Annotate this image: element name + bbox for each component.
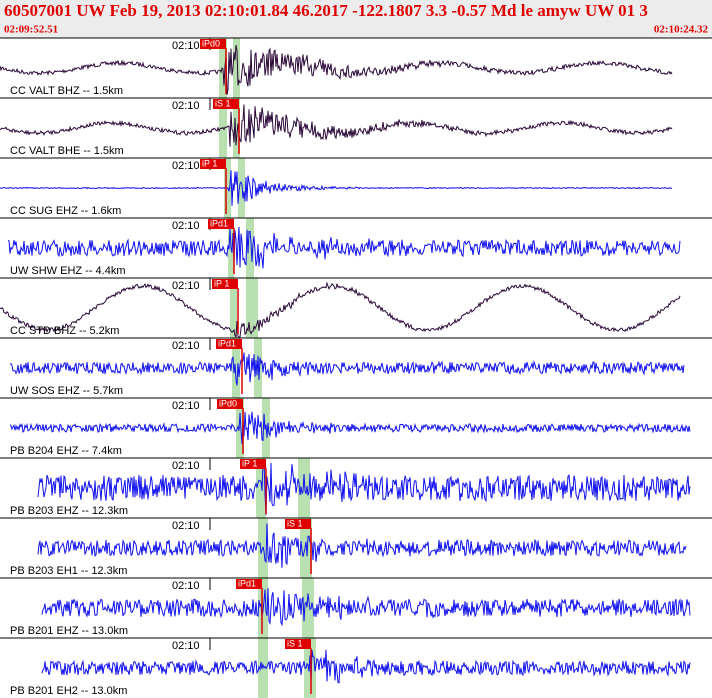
pick-label: iP 1 [242, 458, 257, 468]
pick-box [213, 99, 239, 109]
station-label: CC STD BHZ -- 5.2km [10, 325, 119, 337]
pick-label: iPd1 [218, 338, 236, 348]
waveform [0, 281, 681, 339]
time-label: 02:10 [172, 220, 200, 232]
station-label: UW SOS EHZ -- 5.7km [10, 385, 123, 397]
pick-label: iS 1 [287, 518, 303, 528]
phase-window [246, 218, 254, 278]
time-label: 02:10 [172, 280, 200, 292]
phase-window [236, 398, 244, 458]
pick-label: iP 1 [214, 278, 229, 288]
station-label: PB B201 EHZ -- 13.0km [10, 625, 128, 637]
waveform [0, 104, 673, 147]
pick-label: iPd0 [202, 38, 220, 48]
pick-box [216, 339, 242, 349]
waveform [37, 458, 691, 515]
station-label: CC SUG EHZ -- 1.6km [10, 205, 121, 217]
phase-window [298, 458, 310, 518]
station-label: PB B201 EH2 -- 13.0km [10, 685, 127, 697]
pick-box [236, 579, 262, 589]
start-time: 02:09:52.51 [4, 24, 58, 36]
station-label: CC VALT BHZ -- 1.5km [10, 85, 123, 97]
pick-label: iPd1 [210, 218, 228, 228]
time-label: 02:10 [172, 100, 200, 112]
pick-box [285, 519, 311, 529]
station-label: PB B203 EHZ -- 12.3km [10, 505, 128, 517]
time-label: 02:10 [172, 520, 200, 532]
phase-window [302, 578, 314, 638]
phase-window [232, 338, 240, 398]
time-label: 02:10 [172, 640, 200, 652]
phase-window [256, 458, 266, 518]
phase-window [233, 98, 240, 158]
waveform [7, 226, 681, 269]
pick-box [240, 459, 266, 469]
pick-box [200, 159, 226, 169]
phase-window [254, 338, 262, 398]
pick-box [212, 279, 238, 289]
phase-window [258, 638, 268, 698]
pick-box [285, 639, 311, 649]
time-label: 02:10 [172, 460, 200, 472]
time-label: 02:10 [172, 400, 200, 412]
event-title: 60507001 UW Feb 19, 2013 02:10:01.84 46.… [4, 1, 648, 20]
time-label: 02:10 [172, 340, 200, 352]
waveform [0, 45, 673, 95]
pick-label: iP 1 [202, 158, 217, 168]
station-label: PB B204 EHZ -- 7.4km [10, 445, 122, 457]
station-label: PB B203 EH1 -- 12.3km [10, 565, 127, 577]
station-label: CC VALT BHE -- 1.5km [10, 145, 124, 157]
pick-label: iPd1 [238, 578, 256, 588]
phase-window [230, 278, 237, 338]
pick-box [217, 399, 243, 409]
station-label: UW SHW EHZ -- 4.4km [10, 265, 126, 277]
end-time: 02:10:24.32 [654, 24, 709, 36]
time-label: 02:10 [172, 580, 200, 592]
phase-window [219, 38, 227, 98]
header-bg [0, 0, 712, 38]
waveform [0, 170, 673, 206]
pick-label: iS 1 [215, 98, 231, 108]
waveform [37, 523, 687, 568]
pick-box [200, 39, 226, 49]
waveform [9, 352, 685, 386]
waveform [41, 649, 691, 684]
pick-label: iPd0 [219, 398, 237, 408]
phase-window [233, 38, 240, 98]
pick-label: iS 1 [287, 638, 303, 648]
waveform [9, 411, 691, 444]
time-label: 02:10 [172, 160, 200, 172]
phase-window [238, 158, 245, 218]
pick-box [208, 219, 234, 229]
time-label: 02:10 [172, 40, 200, 52]
waveform [41, 588, 691, 627]
